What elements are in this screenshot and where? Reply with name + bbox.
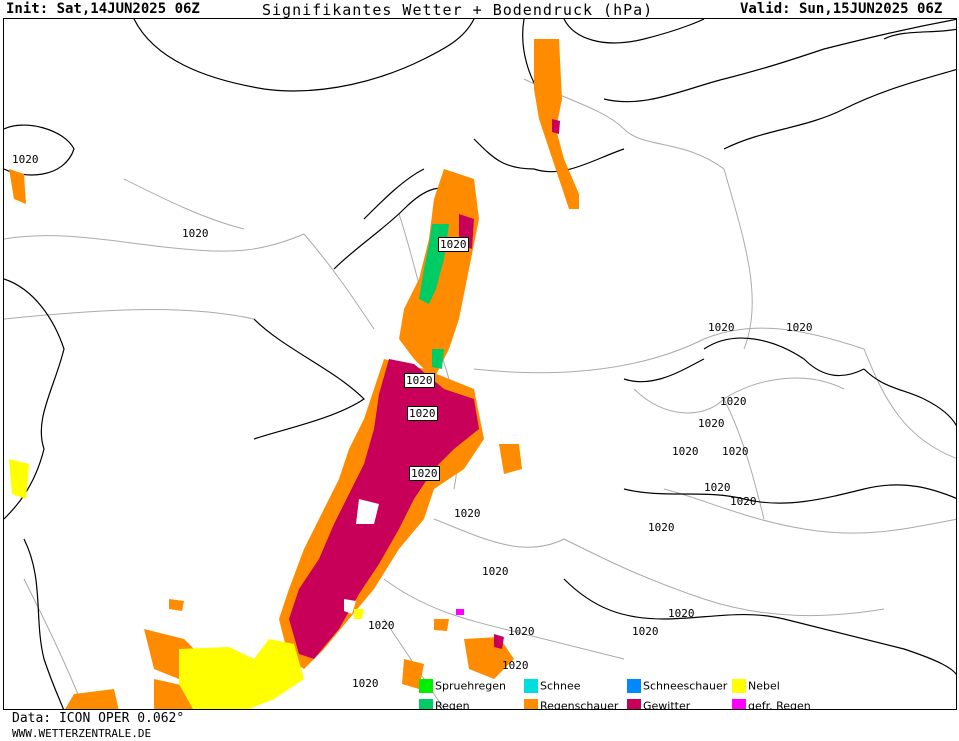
- legend-label: Gewitter: [643, 699, 691, 710]
- legend-swatch: [524, 699, 538, 709]
- isobar-label: 1020: [182, 227, 209, 240]
- isobar-label: 1020: [708, 321, 735, 334]
- isobar-label: 1020: [632, 625, 659, 638]
- weather-map: 1020 1020 1020 1020 1020 1020 1020 1020 …: [3, 18, 957, 710]
- legend-label: Regenschauer: [540, 699, 619, 710]
- isobar-label: 1020: [438, 237, 469, 252]
- init-time: Init: Sat,14JUN2025 06Z: [6, 1, 200, 17]
- website: WWW.WETTERZENTRALE.DE: [12, 727, 152, 740]
- legend-item: Regen: [419, 699, 470, 710]
- legend-label: Regen: [435, 699, 470, 710]
- legend-swatch: [419, 699, 433, 709]
- fog-areas: [9, 459, 364, 709]
- map-title: Signifikantes Wetter + Bodendruck (hPa): [262, 1, 654, 19]
- isobar-label: 1020: [720, 395, 747, 408]
- legend-label: Schnee: [540, 679, 581, 693]
- isobar-label: 1020: [672, 445, 699, 458]
- isobar-label: 1020: [409, 466, 440, 481]
- isobar-label: 1020: [407, 406, 438, 421]
- isobar-label: 1020: [482, 565, 509, 578]
- legend-label: gefr. Regen: [748, 699, 811, 710]
- legend-label: Schneeschauer: [643, 679, 728, 693]
- legend-label: Spruehregen: [435, 679, 506, 693]
- isobar-label: 1020: [454, 507, 481, 520]
- legend-item: Schnee: [524, 679, 581, 693]
- storm-gaps: [344, 499, 379, 614]
- legend-label: Nebel: [748, 679, 780, 693]
- legend-swatch: [627, 679, 641, 693]
- isobar-label: 1020: [648, 521, 675, 534]
- isobar-label: 1020: [508, 625, 535, 638]
- isobar-label: 1020: [722, 445, 749, 458]
- coastlines: [4, 19, 956, 709]
- legend-item: Gewitter: [627, 699, 691, 710]
- legend-item: Spruehregen: [419, 679, 506, 693]
- isobar-label: 1020: [786, 321, 813, 334]
- legend-swatch: [524, 679, 538, 693]
- legend-item: gefr. Regen: [732, 699, 811, 710]
- legend-item: Schneeschauer: [627, 679, 727, 693]
- map-canvas: [4, 19, 956, 709]
- isobar-label: 1020: [502, 659, 529, 672]
- isobar-label: 1020: [12, 153, 39, 166]
- isobar-label: 1020: [368, 619, 395, 632]
- isobar-label: 1020: [730, 495, 757, 508]
- freezing-rain-areas: [456, 609, 464, 615]
- valid-time: Valid: Sun,15JUN2025 06Z: [740, 1, 943, 17]
- isobar-label: 1020: [404, 373, 435, 388]
- isobar-label: 1020: [668, 607, 695, 620]
- data-source: Data: ICON OPER 0.062°: [12, 711, 185, 726]
- legend-swatch: [627, 699, 641, 709]
- country-borders: [4, 78, 956, 709]
- legend-swatch: [732, 679, 746, 693]
- isobar-label: 1020: [704, 481, 731, 494]
- isobar-label: 1020: [698, 417, 725, 430]
- legend-item: Nebel: [732, 679, 780, 693]
- legend-swatch: [419, 679, 433, 693]
- legend-item: Regenschauer: [524, 699, 619, 710]
- legend-swatch: [732, 699, 746, 709]
- isobar-label: 1020: [352, 677, 379, 690]
